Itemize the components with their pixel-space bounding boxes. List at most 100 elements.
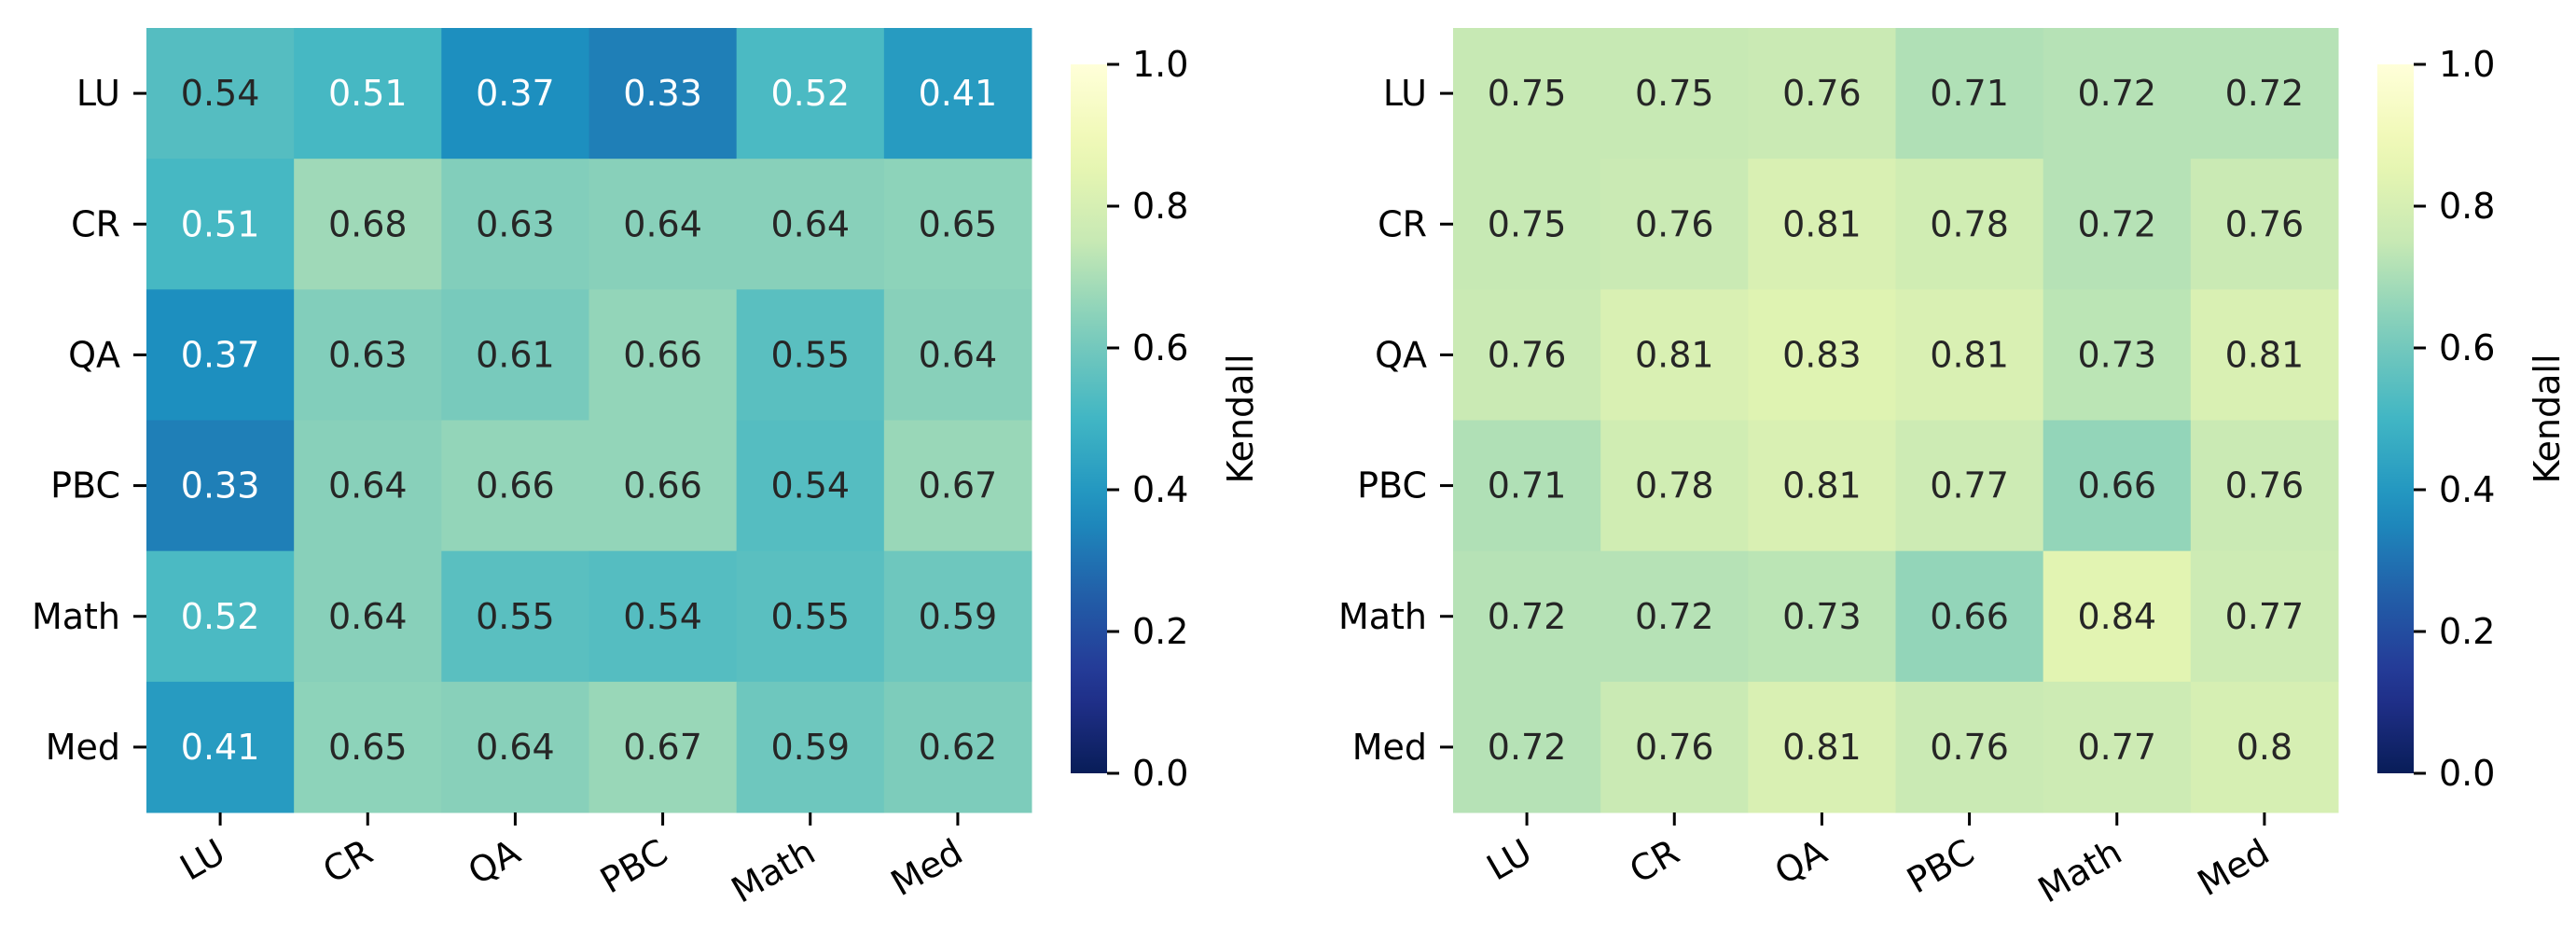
- cell-annotation: 0.54: [181, 73, 260, 114]
- cell-annotation: 0.81: [1930, 334, 2009, 375]
- heatmap-cell-PBC-CR: [1600, 420, 1749, 552]
- heatmap-cell-LU-LU: [1453, 28, 1601, 160]
- colorbar-label: Kendall: [1220, 354, 1261, 483]
- heatmap-cell-PBC-CR: [294, 420, 442, 552]
- heatmap-cell-CR-CR: [294, 159, 442, 290]
- cell-annotation: 0.54: [623, 596, 702, 637]
- cell-annotation: 0.55: [476, 596, 555, 637]
- cell-annotation: 0.67: [623, 727, 702, 768]
- heatmap-cell-Math-Med: [2190, 550, 2339, 683]
- x-tick-label-Med: Med: [2191, 831, 2277, 904]
- heatmap-cell-LU-Med: [2190, 28, 2339, 160]
- y-tick-label-LU: LU: [76, 73, 120, 114]
- cell-annotation: 0.63: [476, 203, 555, 244]
- heatmap-cell-QA-PBC: [589, 289, 738, 421]
- y-tick-label-Med: Med: [46, 727, 120, 768]
- cell-annotation: 0.76: [1635, 727, 1714, 768]
- heatmap-cell-Med-CR: [1600, 681, 1749, 813]
- heatmap-cell-CR-Med: [2190, 159, 2339, 290]
- heatmap-cell-PBC-Math: [2043, 420, 2192, 552]
- heatmap-cell-Math-PBC: [589, 550, 738, 683]
- heatmap-cell-Math-CR: [294, 550, 442, 683]
- cell-annotation: 0.67: [919, 465, 998, 507]
- cell-annotation: 0.64: [919, 334, 998, 375]
- cell-annotation: 0.81: [1782, 465, 1862, 507]
- cell-annotation: 0.64: [770, 203, 850, 244]
- cell-annotation: 0.81: [1782, 727, 1862, 768]
- y-tick-label-CR: CR: [1378, 203, 1427, 244]
- heatmap-cell-Med-QA: [441, 681, 589, 813]
- heatmap-cell-Med-LU: [146, 681, 295, 813]
- heatmap-cell-LU-Med: [883, 28, 1032, 160]
- cell-annotation: 0.66: [1930, 596, 2009, 637]
- cell-annotation: 0.63: [328, 334, 408, 375]
- heatmap-cell-PBC-Med: [883, 420, 1032, 552]
- heatmap-cell-Math-QA: [1748, 550, 1896, 683]
- x-tick-label-Math: Math: [2031, 831, 2128, 911]
- cell-annotation: 0.64: [476, 727, 555, 768]
- heatmap-cell-QA-CR: [294, 289, 442, 421]
- colorbar-tick-label: 0.2: [2439, 611, 2495, 652]
- cell-annotation: 0.66: [476, 465, 555, 507]
- heatmap-cell-Med-CR: [294, 681, 442, 813]
- cell-annotation: 0.78: [1930, 203, 2009, 244]
- cell-annotation: 0.64: [328, 465, 408, 507]
- cell-annotation: 0.73: [1782, 596, 1862, 637]
- heatmap-cell-PBC-PBC: [589, 420, 738, 552]
- heatmap-cell-Med-LU: [1453, 681, 1601, 813]
- cell-annotation: 0.71: [1930, 73, 2009, 114]
- y-tick-label-Med: Med: [1352, 727, 1427, 768]
- heatmap-cell-CR-PBC: [589, 159, 738, 290]
- colorbar-tick-label: 1.0: [2439, 44, 2495, 85]
- heatmap-cell-Med-QA: [1748, 681, 1896, 813]
- cell-annotation: 0.72: [1635, 596, 1714, 637]
- heatmap-cell-Math-LU: [146, 550, 295, 683]
- colorbar-tick-label: 0.0: [1132, 753, 1188, 794]
- heatmap-panel-2: 0.75 0.75 0.76 0.71 0.72 0.72 0.75 0.76 0.81 0.78…: [1338, 28, 2568, 911]
- colorbar: [2377, 64, 2414, 773]
- cell-annotation: 0.55: [770, 334, 850, 375]
- cell-annotation: 0.76: [1635, 203, 1714, 244]
- y-tick-label-CR: CR: [71, 203, 120, 244]
- heatmap-cell-PBC-LU: [146, 420, 295, 552]
- cell-annotation: 0.83: [1782, 334, 1862, 375]
- x-tick-label-CR: CR: [316, 831, 380, 892]
- cell-annotation: 0.84: [2077, 596, 2156, 637]
- cell-annotation: 0.76: [2225, 203, 2305, 244]
- cell-annotation: 0.55: [770, 596, 850, 637]
- heatmap-cell-CR-CR: [1600, 159, 1749, 290]
- cell-annotation: 0.75: [1488, 73, 1567, 114]
- cell-annotation: 0.72: [2077, 73, 2156, 114]
- cell-annotation: 0.72: [1488, 596, 1567, 637]
- x-tick-label-Med: Med: [884, 831, 970, 904]
- cell-annotation: 0.73: [2077, 334, 2156, 375]
- colorbar-tick-label: 0.4: [1132, 469, 1188, 510]
- heatmap-cell-QA-CR: [1600, 289, 1749, 421]
- colorbar-tick-label: 0.4: [2439, 469, 2495, 510]
- cell-annotation: 0.76: [1782, 73, 1862, 114]
- heatmap-cell-PBC-Med: [2190, 420, 2339, 552]
- colorbar-tick-label: 0.0: [2439, 753, 2495, 794]
- cell-annotation: 0.37: [181, 334, 260, 375]
- heatmap-panel-1: 0.54 0.51 0.37 0.33 0.52 0.41 0.51 0.68 0.63 0.64…: [32, 28, 1261, 911]
- cell-annotation: 0.76: [2225, 465, 2305, 507]
- cell-annotation: 0.41: [181, 727, 260, 768]
- cell-annotation: 0.66: [623, 334, 702, 375]
- heatmap-cell-QA-Med: [2190, 289, 2339, 421]
- heatmap-cell-Med-PBC: [1895, 681, 2044, 813]
- colorbar-tick-label: 1.0: [1132, 44, 1188, 85]
- cell-annotation: 0.51: [181, 203, 260, 244]
- heatmap-cell-Med-Med: [2190, 681, 2339, 813]
- cell-annotation: 0.52: [770, 73, 850, 114]
- cell-annotation: 0.61: [476, 334, 555, 375]
- cell-annotation: 0.77: [2077, 727, 2156, 768]
- cell-annotation: 0.75: [1488, 203, 1567, 244]
- y-tick-label-Math: Math: [32, 596, 120, 637]
- colorbar-tick-label: 0.2: [1132, 611, 1188, 652]
- x-tick-label-QA: QA: [462, 831, 527, 893]
- heatmap-cell-LU-Math: [736, 28, 885, 160]
- cell-annotation: 0.37: [476, 73, 555, 114]
- heatmap-cell-CR-Med: [883, 159, 1032, 290]
- cell-annotation: 0.72: [2077, 203, 2156, 244]
- heatmap-cell-QA-Med: [883, 289, 1032, 421]
